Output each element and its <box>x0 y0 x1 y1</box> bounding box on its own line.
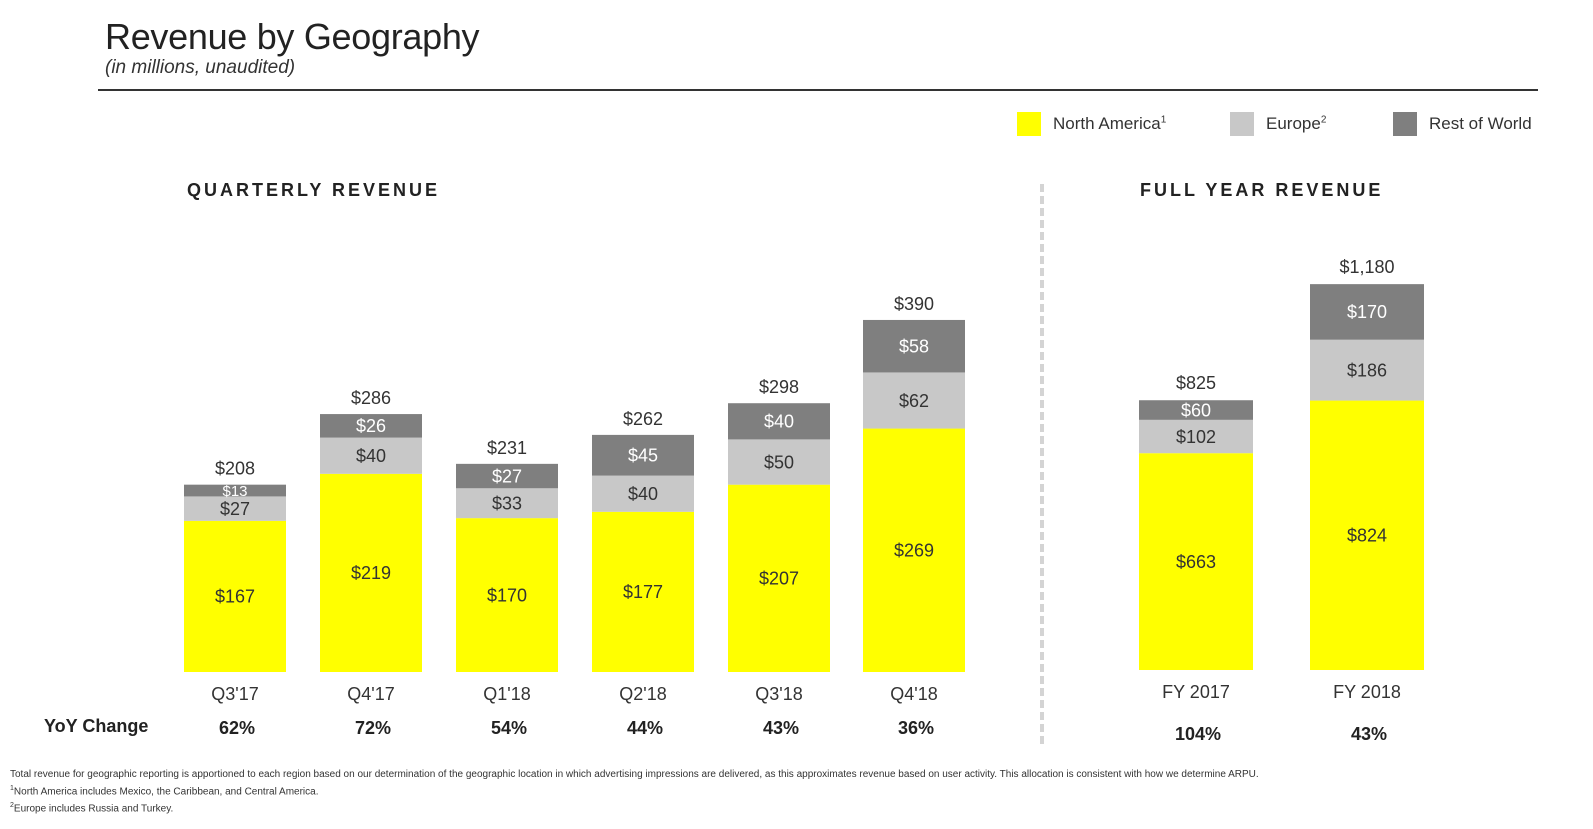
category-label-q2-18: Q2'18 <box>619 684 666 704</box>
bar-q3-17-europe <box>184 496 286 521</box>
bar-q1-18-north-america <box>456 518 558 672</box>
yoy-value-q4-17: 72% <box>355 718 391 738</box>
bar-fy-2017-north-america <box>1139 453 1253 670</box>
value-label-q3-17-rest-of-world: $13 <box>222 483 247 500</box>
bar-q3-17-north-america <box>184 520 286 672</box>
yoy-value-q4-18: 36% <box>898 718 934 738</box>
value-label-q3-17-europe: $27 <box>220 499 250 519</box>
total-label-q2-18: $262 <box>623 409 663 429</box>
yoy-change-label: YoY Change <box>44 716 149 736</box>
value-label-fy-2017-europe: $102 <box>1176 427 1216 447</box>
total-label-q3-18: $298 <box>759 377 799 397</box>
category-label-q4-17: Q4'17 <box>347 684 394 704</box>
value-label-q4-17-north-america: $219 <box>351 563 391 583</box>
footnotes: Total revenue for geographic reporting i… <box>10 769 1259 815</box>
value-label-q1-18-north-america: $170 <box>487 585 527 605</box>
bar-q4-18-rest-of-world <box>863 319 965 373</box>
value-label-fy-2018-rest-of-world: $170 <box>1347 302 1387 322</box>
value-label-q1-18-europe: $33 <box>492 494 522 514</box>
bar-fy-2017-rest-of-world <box>1139 400 1253 420</box>
bar-q4-17-north-america <box>320 473 422 672</box>
footnote-allocation: Total revenue for geographic reporting i… <box>10 769 1259 780</box>
bar-q3-18-europe <box>728 439 830 485</box>
legend-label-europe: Europe <box>1266 114 1321 133</box>
bar-fy-2018-europe <box>1310 339 1424 401</box>
bar-q4-18-north-america <box>863 428 965 672</box>
bar-q4-17-europe <box>320 437 422 474</box>
bar-fy-2018-rest-of-world <box>1310 284 1424 340</box>
value-label-q4-18-north-america: $269 <box>894 541 934 561</box>
footnote-north-america: North America includes Mexico, the Carib… <box>13 786 319 798</box>
value-label-q3-18-rest-of-world: $40 <box>764 412 794 432</box>
category-label-q3-17: Q3'17 <box>211 684 258 704</box>
bar-q2-18-rest-of-world <box>592 434 694 476</box>
bar-q3-18-rest-of-world <box>728 403 830 440</box>
legend-swatch-europe <box>1230 112 1254 136</box>
full-year-revenue-title: FULL YEAR REVENUE <box>1140 180 1384 200</box>
value-label-q2-18-europe: $40 <box>628 484 658 504</box>
value-label-fy-2017-rest-of-world: $60 <box>1181 400 1211 420</box>
category-label-fy-2018: FY 2018 <box>1333 682 1401 702</box>
bar-q3-18-north-america <box>728 484 830 672</box>
yoy-value-fy-2018: 43% <box>1351 724 1387 744</box>
value-label-fy-2018-europe: $186 <box>1347 360 1387 380</box>
value-label-q4-18-rest-of-world: $58 <box>899 337 929 357</box>
title-rule <box>98 89 1538 91</box>
value-label-q2-18-north-america: $177 <box>623 582 663 602</box>
value-label-q4-17-rest-of-world: $26 <box>356 416 386 436</box>
page-subtitle: (in millions, unaudited) <box>105 57 296 78</box>
page-title: Revenue by Geography <box>105 16 480 57</box>
legend-label-north-america: North America <box>1053 114 1161 133</box>
bar-q4-17-rest-of-world <box>320 414 422 438</box>
total-label-q4-17: $286 <box>351 388 391 408</box>
total-label-fy-2017: $825 <box>1176 373 1216 393</box>
yoy-value-fy-2017: 104% <box>1175 724 1221 744</box>
value-label-q4-17-europe: $40 <box>356 446 386 466</box>
category-label-q4-18: Q4'18 <box>890 684 937 704</box>
total-label-q1-18: $231 <box>487 438 527 458</box>
bar-q1-18-europe <box>456 488 558 519</box>
category-label-q1-18: Q1'18 <box>483 684 530 704</box>
category-label-q3-18: Q3'18 <box>755 684 802 704</box>
legend: North America1 Europe2 Rest of World <box>0 112 1593 142</box>
legend-label-rest-of-world: Rest of World <box>1429 114 1532 133</box>
legend-item-north-america: North America1 <box>1017 112 1166 136</box>
value-label-q4-18-europe: $62 <box>899 391 929 411</box>
legend-swatch-north-america <box>1017 112 1041 136</box>
legend-item-rest-of-world: Rest of World <box>1393 112 1532 136</box>
bar-fy-2017-europe <box>1139 419 1253 454</box>
quarterly-revenue-title: QUARTERLY REVENUE <box>187 180 441 200</box>
category-label-fy-2017: FY 2017 <box>1162 682 1230 702</box>
total-label-q3-17: $208 <box>215 459 255 479</box>
total-label-fy-2018: $1,180 <box>1339 257 1394 277</box>
value-label-fy-2017-north-america: $663 <box>1176 552 1216 572</box>
bar-q1-18-rest-of-world <box>456 463 558 489</box>
value-label-q1-18-rest-of-world: $27 <box>492 466 522 486</box>
value-label-q2-18-rest-of-world: $45 <box>628 446 658 466</box>
bar-q3-17-rest-of-world <box>184 484 286 497</box>
value-label-q3-17-north-america: $167 <box>215 587 255 607</box>
bar-fy-2018-north-america <box>1310 400 1424 670</box>
bar-q4-18-europe <box>863 372 965 429</box>
yoy-value-q1-18: 54% <box>491 718 527 738</box>
value-label-q3-18-europe: $50 <box>764 452 794 472</box>
section-divider <box>1040 184 1044 744</box>
total-label-q4-18: $390 <box>894 294 934 314</box>
legend-item-europe: Europe2 <box>1230 112 1326 136</box>
bar-q2-18-europe <box>592 475 694 512</box>
bar-q2-18-north-america <box>592 511 694 672</box>
value-label-fy-2018-north-america: $824 <box>1347 526 1387 546</box>
yoy-value-q2-18: 44% <box>627 718 663 738</box>
legend-swatch-rest-of-world <box>1393 112 1417 136</box>
value-label-q3-18-north-america: $207 <box>759 569 799 589</box>
yoy-value-q3-18: 43% <box>763 718 799 738</box>
yoy-value-q3-17: 62% <box>219 718 255 738</box>
footnote-europe: Europe includes Russia and Turkey. <box>13 803 174 815</box>
